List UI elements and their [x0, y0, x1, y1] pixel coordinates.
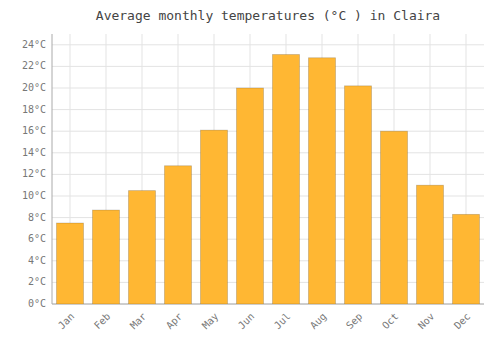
x-tick-label: Aug — [308, 311, 329, 332]
bar — [129, 191, 156, 304]
x-tick-label: Jan — [56, 311, 77, 332]
bar — [237, 88, 264, 304]
bar — [417, 185, 444, 304]
y-tick-label: 0°C — [28, 298, 46, 309]
y-tick-label: 22°C — [22, 60, 46, 71]
bar — [93, 210, 120, 304]
bar — [453, 214, 480, 304]
y-grid-line — [52, 152, 484, 153]
y-grid-line — [52, 131, 484, 132]
x-tick-label: Oct — [380, 311, 401, 332]
bar — [57, 223, 84, 304]
y-tick-label: 12°C — [22, 168, 46, 179]
y-axis-line — [52, 34, 53, 304]
y-tick-label: 18°C — [22, 104, 46, 115]
chart: 0°C 2°C 4°C 6°C 8°C 10°C 12°C 14°C 16°C 18°C 20°C 2… — [0, 0, 500, 350]
axes: 0°C 2°C 4°C 6°C 8°C 10°C 12°C 14°C 16°C 18°C 20°C 2… — [22, 34, 484, 331]
bar — [201, 130, 228, 304]
y-tick-label: 20°C — [22, 82, 46, 93]
x-tick-label: Jul — [272, 311, 293, 332]
bar — [273, 55, 300, 304]
y-tick-label: 6°C — [28, 233, 46, 244]
bar — [381, 131, 408, 304]
y-tick-label: 24°C — [22, 39, 46, 50]
bar — [345, 86, 372, 304]
bar — [165, 166, 192, 304]
y-grid-line — [52, 66, 484, 67]
y-grid-line — [52, 44, 484, 45]
y-grid-line — [52, 109, 484, 110]
bar — [309, 58, 336, 304]
x-tick-label: Dec — [452, 311, 473, 332]
x-tick-label: Jun — [236, 311, 257, 332]
x-tick-label: Mar — [128, 311, 149, 332]
y-tick-label: 2°C — [28, 276, 46, 287]
x-tick-label: May — [200, 311, 221, 332]
x-tick-label: Feb — [92, 311, 113, 332]
y-tick-label: 16°C — [22, 125, 46, 136]
y-grid-line — [52, 174, 484, 175]
y-tick-label: 4°C — [28, 255, 46, 266]
y-grid-line — [52, 88, 484, 89]
y-tick-label: 14°C — [22, 147, 46, 158]
x-tick-label: Sep — [344, 311, 365, 332]
grid — [52, 34, 484, 304]
y-tick-label: 8°C — [28, 212, 46, 223]
y-tick-label: 10°C — [22, 190, 46, 201]
title: Average monthly temperatures (°C ) in Cl… — [96, 8, 440, 23]
bars — [57, 55, 480, 304]
x-tick-label: Apr — [164, 311, 185, 332]
page: {"chart_data": {"type": "bar", "title": … — [0, 0, 500, 350]
x-tick-label: Nov — [416, 311, 437, 332]
